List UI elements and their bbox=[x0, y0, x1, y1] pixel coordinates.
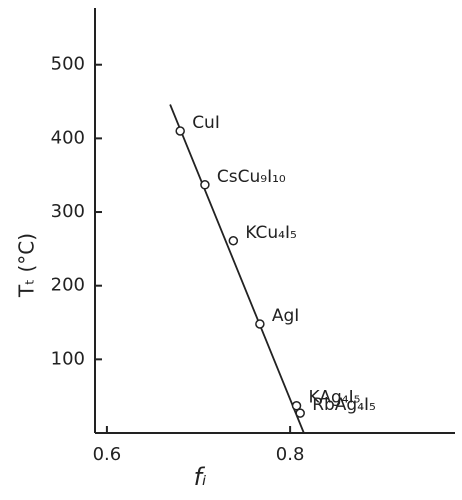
x-tick-label: 0.8 bbox=[276, 444, 305, 465]
y-tick-label: 100 bbox=[51, 348, 85, 369]
point-label: AgI bbox=[272, 306, 299, 326]
point bbox=[295, 408, 305, 418]
point-label: CsCu₉I₁₀ bbox=[217, 167, 286, 187]
point-label: KCu₄I₅ bbox=[245, 223, 297, 243]
x-axis-label: fᵢ bbox=[194, 463, 207, 491]
y-axis-label: Tₜ (°C) bbox=[15, 233, 39, 298]
point bbox=[200, 180, 210, 190]
point-label: CuI bbox=[192, 113, 220, 133]
y-tick-label: 400 bbox=[51, 127, 85, 148]
y-tick-label: 500 bbox=[51, 54, 85, 75]
point-label: RbAg₄I₅ bbox=[312, 395, 376, 415]
x-tick-label: 0.6 bbox=[93, 444, 122, 465]
fit-line bbox=[169, 104, 305, 434]
y-tick-label: 300 bbox=[51, 201, 85, 222]
point bbox=[175, 126, 185, 136]
point bbox=[291, 400, 302, 411]
point-label: KAg₄I₅ bbox=[309, 388, 361, 408]
point bbox=[228, 236, 239, 246]
y-tick-label: 200 bbox=[51, 275, 85, 296]
point bbox=[255, 319, 265, 329]
